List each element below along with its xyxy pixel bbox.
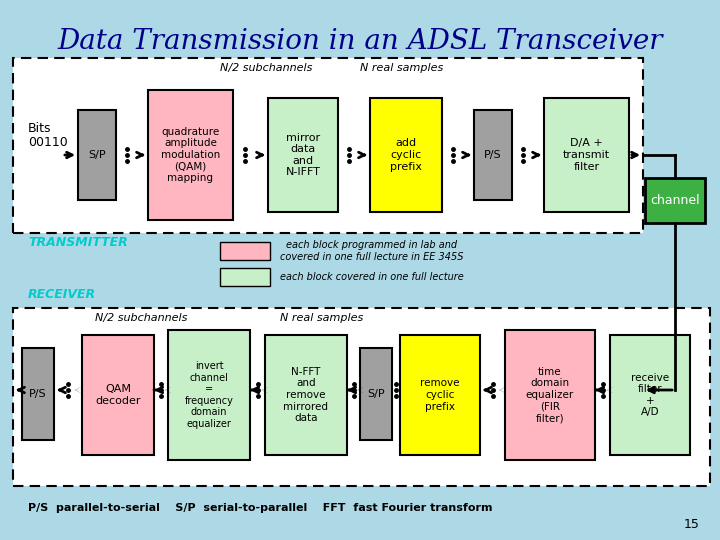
Bar (645, 178, 705, 223)
Text: each block programmed in lab and
covered in one full lecture in EE 345S: each block programmed in lab and covered… (280, 240, 464, 262)
Text: N real samples: N real samples (280, 313, 364, 323)
Bar (148, 90, 233, 220)
Bar (505, 330, 595, 460)
Bar (474, 110, 512, 200)
Text: each block covered in one full lecture: each block covered in one full lecture (280, 272, 464, 282)
Bar (22, 348, 54, 440)
Text: P/S: P/S (30, 389, 47, 399)
Text: S/P: S/P (88, 150, 106, 160)
Text: quadrature
amplitude
modulation
(QAM)
mapping: quadrature amplitude modulation (QAM) ma… (161, 127, 220, 183)
Bar (360, 348, 392, 440)
Text: N/2 subchannels: N/2 subchannels (95, 313, 187, 323)
Text: 15: 15 (684, 518, 700, 531)
Bar (168, 330, 250, 460)
Bar (220, 268, 270, 286)
Text: RECEIVER: RECEIVER (28, 287, 96, 300)
Text: N real samples: N real samples (360, 63, 444, 73)
Text: N-FFT
and
remove
mirrored
data: N-FFT and remove mirrored data (284, 367, 328, 423)
Bar (400, 335, 480, 455)
Text: remove
cyclic
prefix: remove cyclic prefix (420, 379, 460, 411)
Bar (78, 110, 116, 200)
Bar (610, 335, 690, 455)
Bar (265, 335, 347, 455)
Text: QAM
decoder: QAM decoder (95, 384, 140, 406)
Text: add
cyclic
prefix: add cyclic prefix (390, 138, 422, 172)
Bar (268, 98, 338, 212)
Text: invert
channel
=
frequency
domain
equalizer: invert channel = frequency domain equali… (184, 361, 233, 429)
Text: time
domain
equalizer
(FIR
filter): time domain equalizer (FIR filter) (526, 367, 574, 423)
Text: mirror
data
and
N-IFFT: mirror data and N-IFFT (286, 133, 320, 178)
Text: 00110: 00110 (28, 137, 68, 150)
Text: channel: channel (650, 194, 700, 207)
Text: Bits: Bits (28, 122, 52, 134)
Bar (370, 98, 442, 212)
Bar (13, 58, 643, 233)
Text: S/P: S/P (367, 389, 384, 399)
Text: TRANSMITTER: TRANSMITTER (28, 237, 127, 249)
Bar (82, 335, 154, 455)
Text: D/A +
transmit
filter: D/A + transmit filter (563, 138, 610, 172)
Bar (220, 242, 270, 260)
Bar (544, 98, 629, 212)
Text: receive
filter
+
A/D: receive filter + A/D (631, 373, 669, 417)
Bar (13, 308, 710, 486)
Text: N/2 subchannels: N/2 subchannels (220, 63, 312, 73)
Text: P/S  parallel-to-serial    S/P  serial-to-parallel    FFT  fast Fourier transfor: P/S parallel-to-serial S/P serial-to-par… (28, 503, 492, 513)
Text: P/S: P/S (484, 150, 502, 160)
Text: Data Transmission in an ADSL Transceiver: Data Transmission in an ADSL Transceiver (58, 28, 662, 55)
